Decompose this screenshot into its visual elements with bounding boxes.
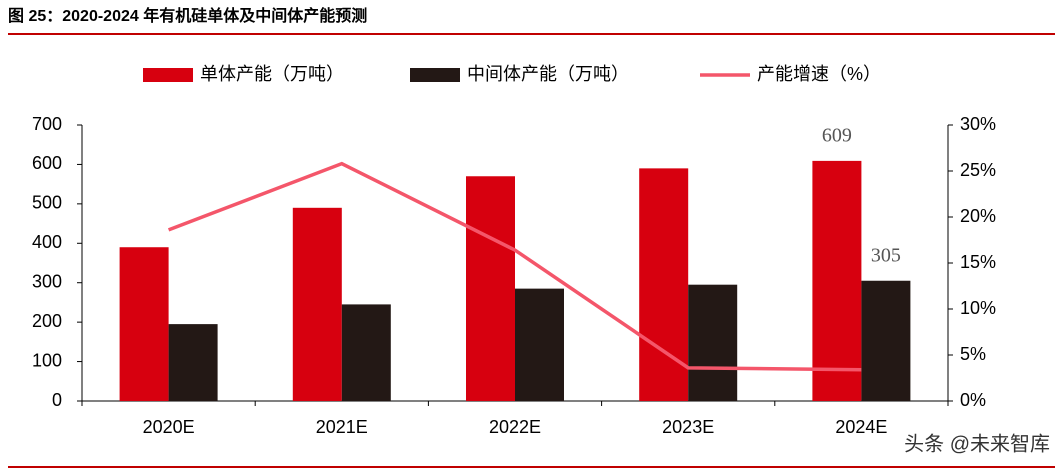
bar xyxy=(861,280,911,401)
y-tick-label: 600 xyxy=(32,153,62,173)
x-tick-label: 2022E xyxy=(489,417,541,437)
bar xyxy=(292,207,342,401)
legend-label: 产能增速（%） xyxy=(757,64,881,84)
bar xyxy=(341,304,391,401)
y2-tick-label: 20% xyxy=(960,206,996,226)
y-tick-label: 500 xyxy=(32,193,62,213)
x-tick-label: 2020E xyxy=(143,417,195,437)
legend-swatch xyxy=(410,68,460,82)
line xyxy=(167,161,862,372)
chart-title: 图 25：2020-2024 年有机硅单体及中间体产能预测 xyxy=(8,6,367,25)
bar xyxy=(466,176,515,401)
y2-tick-label: 15% xyxy=(960,252,996,272)
value-label: 609 xyxy=(822,124,852,146)
bar xyxy=(119,247,169,401)
bar xyxy=(812,160,862,401)
watermark: 头条 @未来智库 xyxy=(904,432,1050,455)
bar xyxy=(515,288,564,401)
y2-tick-label: 5% xyxy=(960,344,986,364)
bar xyxy=(168,324,218,401)
bar xyxy=(639,168,689,401)
x-tick-label: 2021E xyxy=(316,417,368,437)
legend-label: 单体产能（万吨） xyxy=(200,64,344,84)
value-label: 305 xyxy=(871,244,901,266)
y-tick-label: 0 xyxy=(52,390,62,410)
y-tick-label: 300 xyxy=(32,271,62,291)
y2-tick-label: 25% xyxy=(960,160,996,180)
x-tick-label: 2024E xyxy=(835,417,887,437)
y-tick-label: 400 xyxy=(32,232,62,252)
y2-tick-label: 10% xyxy=(960,298,996,318)
legend-swatch xyxy=(143,68,193,82)
y-tick-label: 700 xyxy=(32,114,62,134)
y2-tick-label: 0% xyxy=(960,390,986,410)
y-tick-label: 200 xyxy=(32,311,62,331)
legend-label: 中间体产能（万吨） xyxy=(467,64,629,84)
y-tick-label: 100 xyxy=(32,350,62,370)
bar xyxy=(688,284,738,401)
y2-tick-label: 30% xyxy=(960,114,996,134)
x-tick-label: 2023E xyxy=(662,417,714,437)
